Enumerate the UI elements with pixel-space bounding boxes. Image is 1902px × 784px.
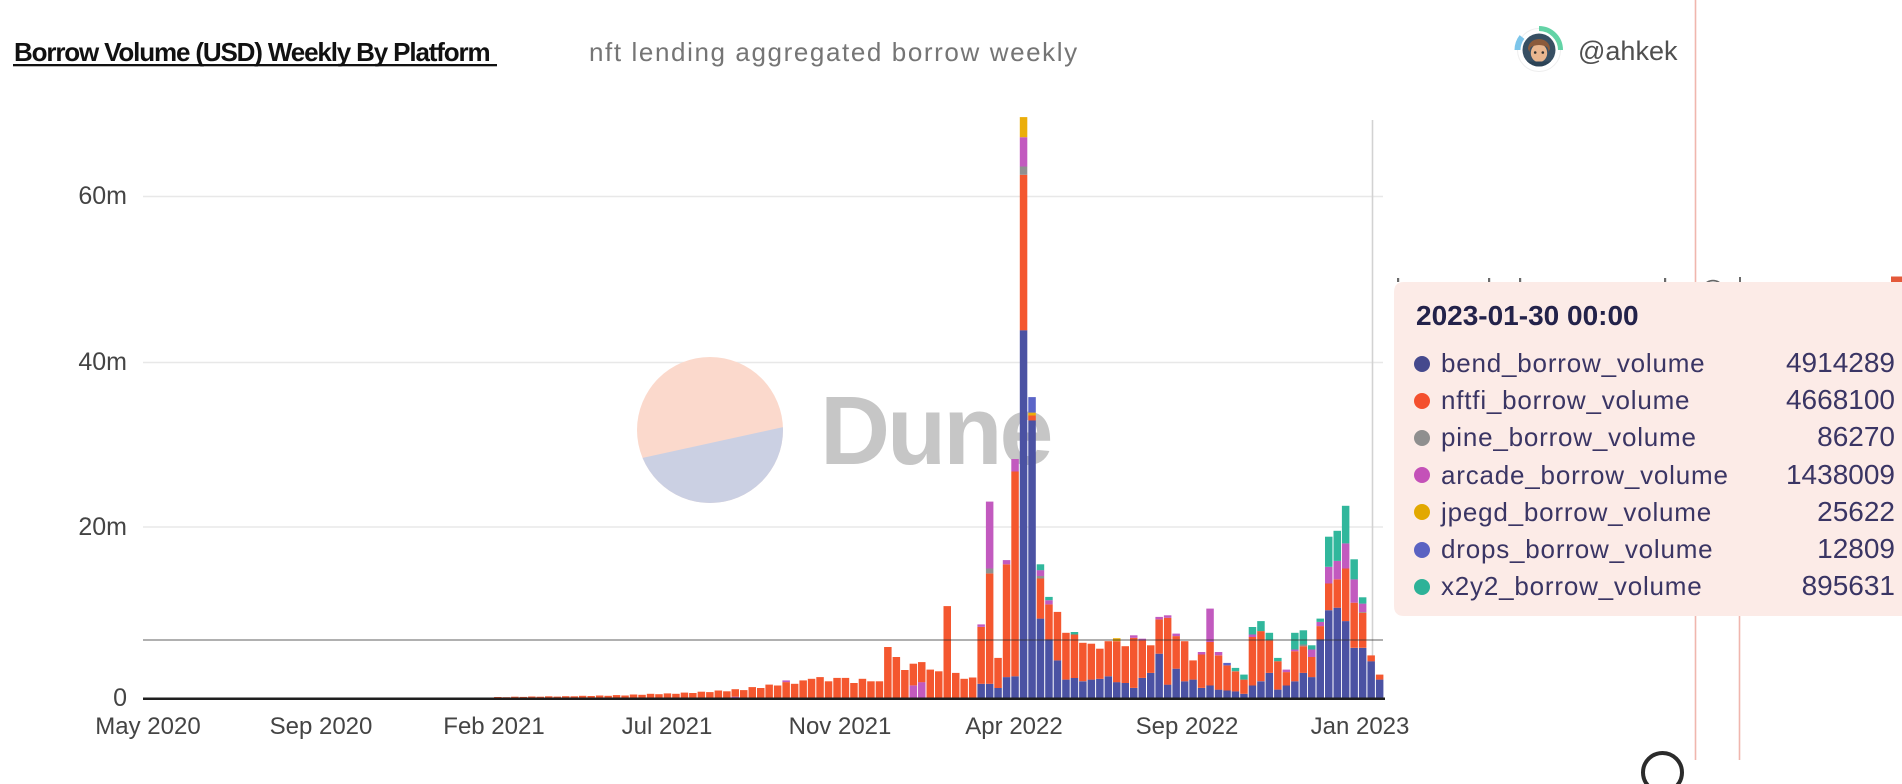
svg-text:12809: 12809 — [1817, 533, 1895, 564]
svg-text:pine_borrow_volume: pine_borrow_volume — [1441, 422, 1697, 452]
svg-text:Nov 2021: Nov 2021 — [789, 713, 892, 740]
svg-text:@ahkek: @ahkek — [1578, 36, 1678, 66]
svg-text:40m: 40m — [78, 348, 127, 376]
svg-text:jpegd_borrow_volume: jpegd_borrow_volume — [1440, 497, 1712, 527]
svg-text:4914289: 4914289 — [1786, 347, 1895, 378]
svg-text:Jul 2021: Jul 2021 — [622, 713, 713, 740]
svg-text:60m: 60m — [78, 182, 127, 210]
svg-text:86270: 86270 — [1817, 421, 1895, 452]
svg-text:Apr 2022: Apr 2022 — [965, 713, 1062, 740]
svg-text:May 2020: May 2020 — [95, 713, 200, 740]
svg-text:bend_borrow_volume: bend_borrow_volume — [1441, 348, 1705, 378]
svg-text:arcade_borrow_volume: arcade_borrow_volume — [1441, 460, 1729, 490]
svg-text:Sep 2022: Sep 2022 — [1136, 713, 1239, 740]
svg-text:895631: 895631 — [1802, 570, 1895, 601]
svg-text:25622: 25622 — [1817, 496, 1895, 527]
svg-text:Feb 2021: Feb 2021 — [443, 713, 544, 740]
svg-text:1438009: 1438009 — [1786, 459, 1895, 490]
svg-text:drops_borrow_volume: drops_borrow_volume — [1441, 534, 1713, 564]
svg-text:0: 0 — [113, 684, 127, 712]
svg-text:nftfi_borrow_volume: nftfi_borrow_volume — [1441, 385, 1690, 415]
svg-text:Borrow Volume (USD) Weekly By: Borrow Volume (USD) Weekly By Platform — [14, 37, 489, 67]
svg-text:Jan 2023: Jan 2023 — [1311, 713, 1410, 740]
svg-text:Sep 2020: Sep 2020 — [270, 713, 373, 740]
svg-text:4668100: 4668100 — [1786, 384, 1895, 415]
svg-text:nft lending aggregated borrow: nft lending aggregated borrow weekly — [589, 37, 1079, 67]
svg-text:2023-01-30 00:00: 2023-01-30 00:00 — [1416, 300, 1639, 331]
svg-text:20m: 20m — [78, 513, 127, 541]
svg-text:x2y2_borrow_volume: x2y2_borrow_volume — [1441, 571, 1703, 601]
